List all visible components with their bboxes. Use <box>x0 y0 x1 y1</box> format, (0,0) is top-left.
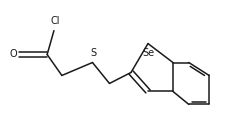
Text: S: S <box>90 48 96 58</box>
Text: O: O <box>9 49 17 59</box>
Text: Cl: Cl <box>50 16 59 26</box>
Text: Se: Se <box>141 48 153 58</box>
